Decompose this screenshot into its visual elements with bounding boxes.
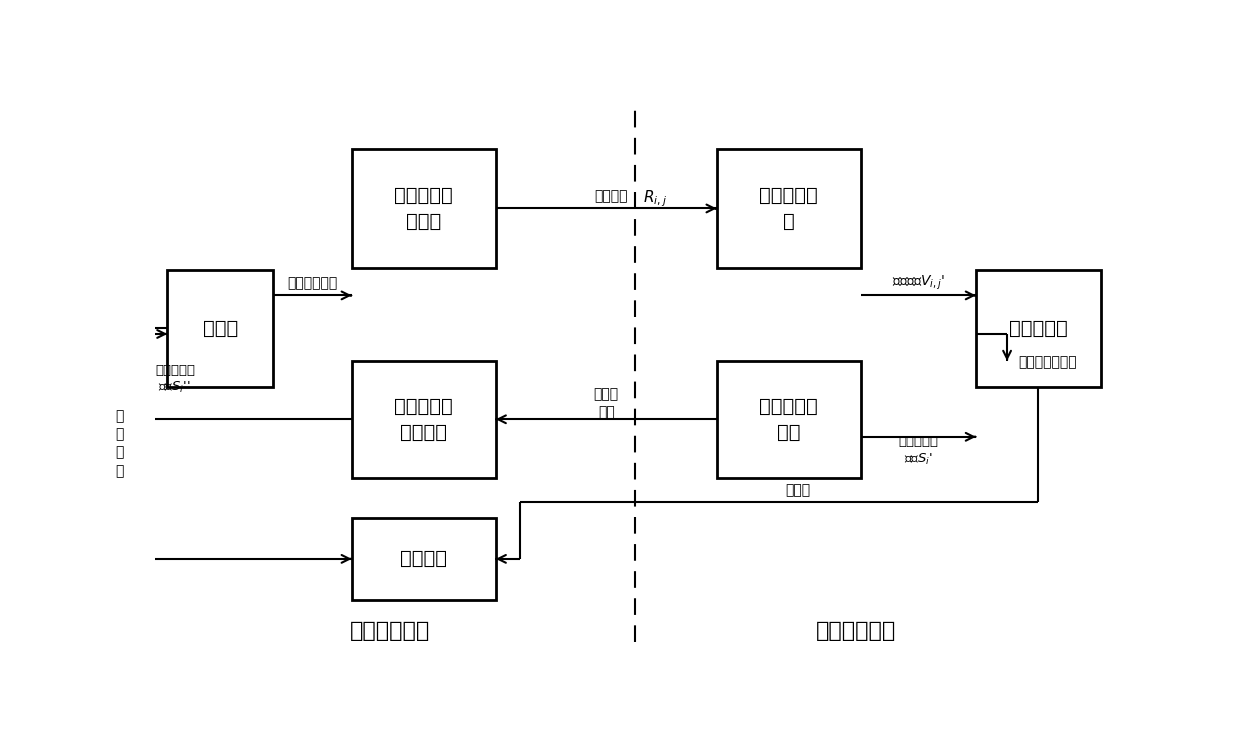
Text: 加热器开关指令: 加热器开关指令	[1018, 355, 1077, 369]
Text: 电阻模拟要求: 电阻模拟要求	[287, 276, 337, 290]
Bar	[716, 149, 861, 269]
Text: 加热器开关
状态$S_i$'': 加热器开关 状态$S_i$''	[155, 363, 195, 395]
Bar	[716, 361, 861, 478]
Text: 加热器驱动
模块: 加热器驱动 模块	[760, 397, 818, 442]
Bar	[352, 149, 496, 269]
Text: 加热器开关
遥测$S_i$': 加热器开关 遥测$S_i$'	[898, 435, 938, 467]
Bar	[976, 269, 1100, 386]
Text: $R_{i,j}$: $R_{i,j}$	[643, 188, 667, 209]
Text: 温度遥测$V_{i,j}$': 温度遥测$V_{i,j}$'	[892, 274, 944, 292]
Text: 加热器
驱动: 加热器 驱动	[593, 388, 618, 419]
Text: 热敏电阻模
拟板卡: 热敏电阻模 拟板卡	[394, 186, 453, 231]
Bar	[352, 517, 496, 600]
Text: 加热器驱动
检测板卡: 加热器驱动 检测板卡	[394, 397, 453, 442]
Text: 上位机: 上位机	[202, 319, 238, 337]
Text: 测试终端: 测试终端	[400, 549, 447, 568]
Text: 遥测帧: 遥测帧	[786, 483, 810, 497]
Text: 闭环测试系统: 闭环测试系统	[349, 622, 430, 642]
Text: 遥测采集模
块: 遥测采集模 块	[760, 186, 818, 231]
Bar	[352, 361, 496, 478]
Text: 测
试
数
据: 测 试 数 据	[115, 409, 124, 478]
Bar	[167, 269, 273, 386]
Text: 电阻模拟: 电阻模拟	[593, 189, 627, 203]
Text: 自主温控系统: 自主温控系统	[815, 622, 896, 642]
Text: 处理器模块: 处理器模块	[1009, 319, 1068, 337]
